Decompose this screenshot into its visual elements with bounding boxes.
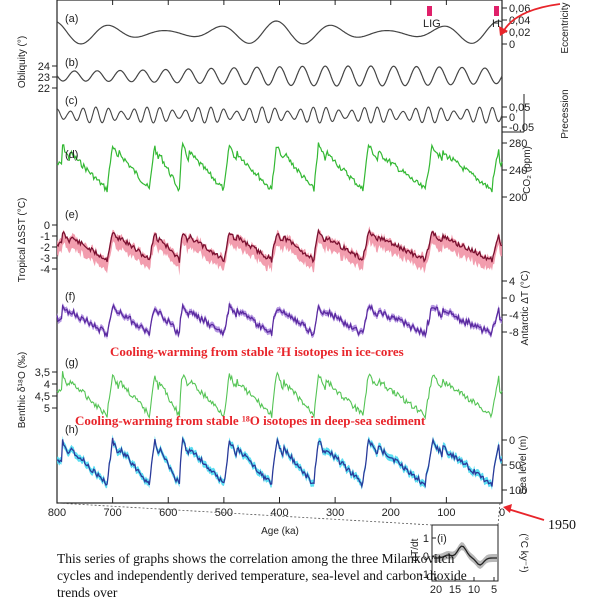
y-tick-label: 0 [509,435,515,447]
inset-panel-label: (i) [437,533,447,545]
arrow-to-1950 [507,508,545,521]
y-tick-label: 24 [38,61,50,73]
y-tick-label: -4 [509,310,519,322]
inset-x-tick-label: 15 [449,584,461,596]
lig-label: LIG [423,18,441,30]
panel-label: (e) [65,209,78,221]
panel-label: (a) [65,13,78,25]
inset-x-tick-label: 5 [491,584,497,596]
h-label: H [492,18,500,30]
inset-line [433,545,498,566]
inset-ytitle: (°C ky⁻¹) [518,533,529,572]
y-tick-label: 240 [509,165,527,177]
y-tick-label: 0,04 [509,15,530,27]
panel-label: (f) [65,291,75,303]
precession-line [57,106,503,124]
y-axis-title: Obliquity (°) [17,36,28,88]
y-axis-title: Benthic δ¹⁸O (‰) [17,352,28,428]
arrow-head [499,26,508,36]
oxygen-annotation: Cooling-warming from stable ¹⁸O isotopes… [75,413,426,428]
y-tick-label: 0 [509,112,515,124]
y-axis-title: Antarctic ΔT (°C) [520,271,531,346]
panel-label: (d) [65,149,78,161]
arrow-to-present [502,3,561,33]
y-tick-label: -8 [509,327,519,339]
y-axes: 0,060,040,020 Eccentricity242322Obliquity… [17,2,571,497]
y-tick-label: 50 [509,460,521,472]
inset-x-tick-label: 20 [430,584,442,596]
x-tick-label: 200 [382,507,400,519]
y-tick-label: -4 [40,264,50,276]
x-axis-bottom: 8007006005004003002001000 [48,497,505,519]
figure-caption: This series of graphs shows the correlat… [57,551,467,600]
y-axis-title: Tropical ΔSST (°C) [17,198,28,283]
y-axis-title: Precession [560,89,571,138]
y-tick-label: 4 [44,379,50,391]
y-tick-label: 4,5 [35,391,50,403]
y-tick-label: 0,05 [509,102,530,114]
x-tick-label: 100 [437,507,455,519]
sealevel-line [56,436,503,489]
x-tick-label: 300 [326,507,344,519]
panel-label: (c) [65,95,78,107]
x-tick-label: 600 [159,507,177,519]
x-tick-label: 0 [499,507,505,519]
y-tick-label: 3,5 [35,367,50,379]
inset-y-tick-label: -1 [419,569,429,581]
year-1950-label: 1950 [548,518,576,533]
y-axis-title: Sea level (m) [518,436,529,495]
y-axis-title: Eccentricity [560,2,571,53]
deuterium-annotation: Cooling-warming from stable ²H isotopes … [110,344,404,359]
y-tick-label: 200 [509,192,527,204]
series-layer [56,20,503,490]
eccentricity-line [56,20,503,45]
inset-y-tick-label: 1 [423,533,429,545]
y-tick-label: -1 [40,231,50,243]
inset-plot: 20 15 10 510-1 [419,533,497,596]
x-tick-label: 400 [270,507,288,519]
inset-band [434,542,497,569]
y-tick-label: 5 [44,403,50,415]
antarctic-line [56,302,503,339]
x-axis-top [56,0,503,5]
panel-labels: (a) (b) (c) (d) (e) (f) (g) (h) [65,13,78,436]
y-tick-label: 22 [38,83,50,95]
h-marker [494,6,499,16]
benthic-line [56,371,503,420]
x-tick-label: 800 [48,507,66,519]
y-tick-label: 0 [509,39,515,51]
panel-label: (h) [65,424,78,436]
y-tick-label: 0 [509,293,515,305]
x-axis-title: Age (ka) [261,526,299,537]
tropical-sst-band [57,226,502,276]
y-tick-label: -2 [40,242,50,254]
inset-ylabel: dT/dt [410,538,421,561]
y-tick-label: -0,05 [509,122,534,134]
y-tick-label: -3 [40,253,50,265]
tropical-sst-line [56,228,503,264]
y-axis-title: CO₂ (ppm) [522,146,533,194]
y-tick-label: 4 [509,276,515,288]
inset-connector-left [56,502,433,526]
y-tick-label: 0,06 [509,3,530,15]
panel-label: (b) [65,57,78,69]
y-tick-label: 0 [44,220,50,232]
sealevel-band [57,434,502,490]
inset-x-tick-label: 10 [468,584,480,596]
co2-line [56,141,503,193]
obliquity-line [56,65,503,87]
y-tick-label: 280 [509,138,527,150]
y-tick-label: 23 [38,72,50,84]
panel-label: (g) [65,357,78,369]
x-tick-label: 700 [103,507,121,519]
arrow-1950-head [503,504,512,513]
inset-y-tick-label: 0 [423,551,429,563]
y-tick-label: 0,02 [509,27,530,39]
lig-marker [427,6,432,16]
antarctic-band [57,300,502,340]
y-tick-label: 100 [509,485,527,497]
